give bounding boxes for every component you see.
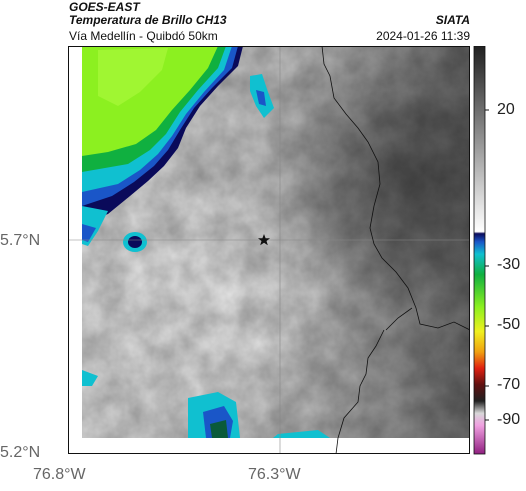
agency-label: SIATA: [435, 13, 470, 27]
lat-tick-label: 5.7°N: [0, 232, 41, 249]
star-icon: [258, 234, 270, 246]
satellite-map: [68, 45, 471, 455]
colorbar-label: -90: [497, 411, 521, 428]
lat-tick-label: 5.2°N: [0, 444, 41, 461]
colorbar-label: -30: [497, 256, 521, 273]
timestamp-label: 2024-01-26 11:39: [376, 29, 470, 43]
product-title: Temperatura de Brillo CH13: [69, 13, 227, 27]
colorbar-label: -50: [497, 316, 521, 333]
region-label: Vía Medellín - Quibdó 50km: [69, 29, 218, 43]
map-image: [68, 45, 471, 455]
colorbar: [473, 46, 489, 455]
colorbar-label: 20: [497, 101, 515, 118]
lon-tick-label: 76.3°W: [248, 466, 301, 483]
satellite-title: GOES-EAST: [69, 0, 140, 14]
lon-tick-label: 76.8°W: [33, 466, 86, 483]
colorbar-label: -70: [497, 376, 521, 393]
